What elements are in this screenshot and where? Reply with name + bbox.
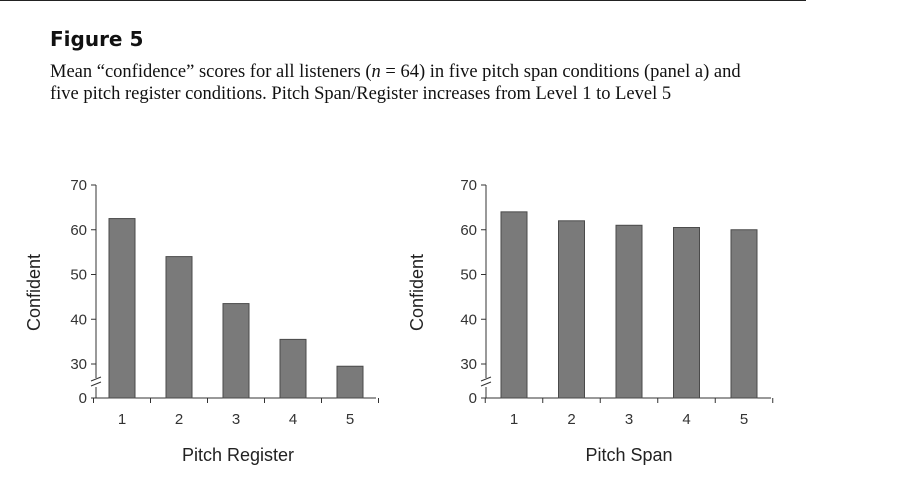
chart1-x-axis-label: Pitch Register <box>182 445 294 465</box>
chart1-x-tick-label: 4 <box>289 411 297 428</box>
chart2-x-tick-label: 5 <box>740 411 748 428</box>
chart2-y-tick-label: 30 <box>460 356 477 373</box>
chart2-y-tick-label: 70 <box>460 177 477 194</box>
chart2-y-tick-label: 0 <box>469 390 477 407</box>
caption-line-2: five pitch register conditions. Pitch Sp… <box>50 84 672 104</box>
chart1-axis-break-mark <box>90 376 102 387</box>
chart1-y-tick-label: 50 <box>70 267 87 284</box>
top-rule <box>0 0 806 1</box>
chart2-y-tick-label: 60 <box>460 222 477 239</box>
chart1-y-axis-label: Confident <box>24 254 44 331</box>
chart2-y-axis-label: Confident <box>407 254 427 331</box>
chart1-y-tick-label: 40 <box>70 311 87 328</box>
chart2-bar <box>730 229 758 399</box>
chart2-bar <box>558 220 585 399</box>
chart2-bar <box>500 211 528 399</box>
chart2-bar <box>673 227 700 399</box>
caption-n: n <box>371 62 381 82</box>
figure-caption: Mean “confidence” scores for all listene… <box>50 61 850 105</box>
chart2-x-axis-label: Pitch Span <box>585 445 672 465</box>
chart2-x-tick-label: 3 <box>625 411 633 428</box>
chart2-y-tick-label: 50 <box>460 267 477 284</box>
chart1-bar <box>279 338 307 399</box>
chart2-x-tick-label: 1 <box>510 411 518 428</box>
chart1-y-tick-label: 30 <box>70 356 87 373</box>
chart2-bar <box>615 224 643 399</box>
chart1-x-tick-label: 2 <box>175 411 183 428</box>
chart1-x-tick-label: 5 <box>346 411 354 428</box>
caption-part-2: = 64) in five pitch span conditions (pan… <box>380 62 741 82</box>
chart1-bar <box>108 218 136 399</box>
chart1-x-tick-label: 3 <box>232 411 240 428</box>
chart2-axis-break-mark <box>480 376 492 387</box>
chart1-y-tick-label: 0 <box>79 390 87 407</box>
chart1-x-tick-label: 1 <box>118 411 126 428</box>
chart1-bar <box>165 256 193 399</box>
chart1-y-tick-label: 60 <box>70 222 87 239</box>
chart1-bar <box>336 365 364 399</box>
figure-label: Figure 5 <box>50 27 144 51</box>
chart1-bar <box>222 303 250 399</box>
caption-part-1: Mean “confidence” scores for all listene… <box>50 62 372 82</box>
chart1-y-tick-label: 70 <box>70 177 87 194</box>
chart2-x-tick-label: 2 <box>567 411 575 428</box>
chart2-x-tick-label: 4 <box>682 411 690 428</box>
chart2-y-tick-label: 40 <box>460 311 477 328</box>
